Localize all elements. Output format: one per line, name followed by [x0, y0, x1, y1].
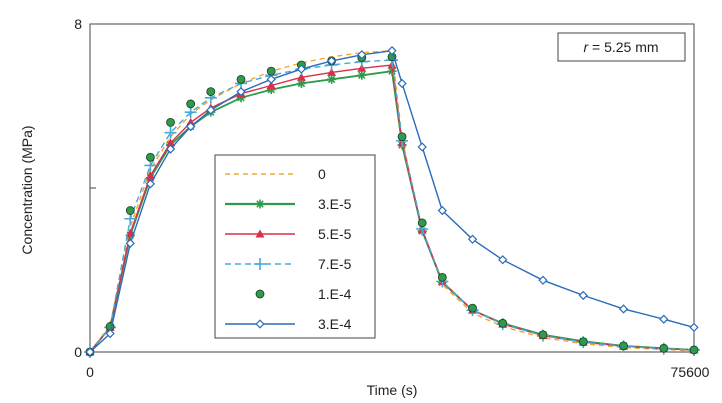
y-tick-label-bottom: 0	[74, 344, 82, 360]
point-2-4	[166, 138, 176, 147]
point-2-8	[266, 81, 276, 89]
point-2-3	[145, 171, 155, 180]
legend-marker-1	[255, 199, 265, 209]
legend-marker-5	[255, 319, 265, 329]
point-5-12	[387, 46, 397, 56]
series-0	[89, 49, 695, 353]
point-5-4	[165, 144, 176, 154]
annotation-symbol: r	[583, 39, 589, 55]
point-5-5	[186, 121, 196, 132]
point-4-17	[498, 318, 508, 328]
legend-label-4: 1.E-4	[318, 286, 352, 302]
point-4-8	[266, 66, 276, 76]
point-5-18	[538, 275, 548, 285]
point-5-17	[498, 255, 508, 265]
annotation-box	[557, 32, 686, 62]
legend: 0 3.E-5 5.E-5 7.E-5 1.E-4 3.E-4	[214, 154, 376, 339]
point-5-15	[437, 205, 447, 216]
point-5-1	[105, 328, 115, 339]
legend-entry-2: 5.E-5	[225, 226, 352, 242]
point-4-20	[619, 341, 628, 351]
point-4-7	[236, 74, 246, 84]
point-4-19	[578, 337, 588, 347]
point-4-6	[206, 87, 216, 97]
series-5	[85, 46, 699, 357]
x-tick-label-right: 75600	[671, 364, 710, 380]
legend-label-0: 0	[318, 166, 326, 182]
point-5-16	[467, 234, 478, 244]
plot-area-frame	[89, 23, 695, 353]
point-4-13	[397, 132, 407, 142]
point-2-9	[296, 72, 306, 81]
point-5-19	[578, 290, 588, 301]
annotation-value: = 5.25 mm	[588, 39, 658, 55]
radius-annotation: r = 5.25 mm	[557, 32, 686, 62]
legend-label-2: 5.E-5	[318, 226, 352, 242]
point-5-2	[125, 238, 135, 248]
legend-entry-4: 1.E-4	[255, 286, 352, 302]
point-5-9	[296, 64, 307, 74]
legend-label-1: 3.E-5	[318, 196, 352, 212]
legend-marker-3	[254, 258, 266, 270]
point-1-11	[357, 70, 367, 80]
legend-entry-1: 3.E-5	[225, 196, 352, 212]
x-axis-label: Time (s)	[367, 382, 418, 398]
point-1-10	[327, 74, 337, 84]
point-5-21	[659, 314, 669, 324]
point-4-5	[186, 99, 196, 109]
series-layer	[84, 46, 700, 358]
point-5-20	[618, 304, 629, 314]
point-4-3	[145, 152, 155, 162]
point-5-6	[206, 105, 216, 115]
point-5-10	[326, 56, 337, 66]
point-4-2	[125, 206, 135, 215]
point-5-8	[266, 74, 276, 84]
series-line-0	[89, 49, 695, 353]
point-2-10	[327, 67, 337, 76]
point-4-15	[437, 272, 447, 282]
x-tick-label-left: 0	[86, 364, 94, 380]
legend-entry-5: 3.E-4	[225, 316, 352, 332]
legend-entry-0: 0	[225, 166, 326, 182]
point-4-14	[417, 218, 427, 228]
point-3-4	[164, 126, 177, 139]
legend-marker-2	[255, 229, 265, 238]
legend-label-5: 3.E-4	[318, 316, 352, 332]
point-4-16	[468, 303, 477, 313]
point-5-0	[85, 347, 95, 357]
point-5-11	[357, 50, 367, 60]
y-tick-label-top: 8	[74, 16, 82, 32]
point-2-11	[357, 63, 367, 72]
point-5-22	[689, 322, 699, 333]
y-axis-label: Concentration (MPa)	[19, 125, 35, 254]
legend-entry-3: 7.E-5	[225, 256, 352, 272]
legend-label-3: 7.E-5	[318, 256, 352, 272]
series-line-3	[89, 59, 695, 353]
point-4-18	[538, 330, 548, 340]
point-5-7	[236, 87, 246, 97]
point-5-3	[145, 179, 156, 189]
point-5-14	[417, 142, 427, 152]
point-4-4	[166, 118, 175, 127]
legend-box	[214, 154, 376, 339]
annotation-text: r = 5.25 mm	[583, 39, 658, 55]
point-5-13	[397, 78, 407, 89]
legend-marker-4	[255, 289, 265, 299]
point-4-22	[689, 345, 699, 355]
point-2-2	[125, 228, 135, 237]
point-4-21	[659, 343, 669, 353]
